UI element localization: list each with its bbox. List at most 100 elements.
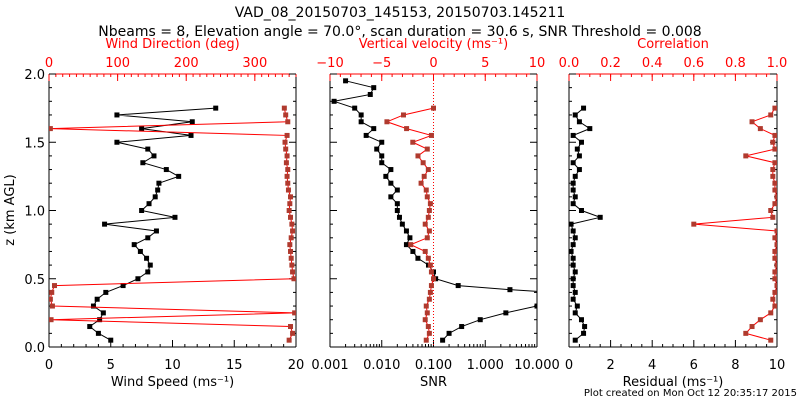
residual-point [581, 105, 587, 111]
correlation-point [772, 132, 777, 138]
x2-tick-label: 0.0 [559, 56, 580, 71]
correlation-point [749, 324, 755, 330]
residual-point [570, 283, 576, 289]
vertical-velocity-point [427, 289, 433, 295]
wind-direction-point [49, 303, 55, 309]
snr-point [550, 299, 555, 304]
wind-speed-point [97, 317, 103, 323]
wind-direction-point [289, 262, 295, 268]
correlation-line [693, 107, 777, 341]
vertical-velocity-point [426, 228, 432, 234]
snr-point [396, 214, 402, 220]
vertical-velocity-point [426, 330, 432, 336]
snr-point [388, 180, 394, 186]
vertical-velocity-point [426, 208, 432, 213]
wind-direction-point [283, 160, 289, 166]
x-tick-label: 20 [288, 358, 305, 373]
vertical-velocity-point [422, 248, 428, 254]
vertical-velocity-point [425, 214, 431, 220]
residual-point [572, 235, 578, 241]
residual-point [570, 201, 576, 207]
x2-tick-label: −10 [316, 56, 343, 71]
snr-point [394, 208, 400, 213]
correlation-point [743, 330, 749, 336]
residual-point [597, 214, 603, 220]
x2-tick-label: 0.4 [642, 56, 663, 71]
vertical-velocity-point [423, 187, 429, 193]
correlation-point [772, 105, 777, 111]
correlation-point [768, 208, 774, 213]
residual-point [576, 119, 582, 125]
snr-point [507, 287, 513, 293]
wind-direction-point [288, 235, 294, 241]
snr-point [459, 324, 465, 330]
x2-tick-label: 100 [105, 56, 130, 71]
x-tick-label: 10 [769, 358, 786, 373]
x-tick-label: 5 [107, 358, 115, 373]
wind-direction-point [288, 194, 294, 200]
snr-point [371, 85, 377, 91]
correlation-point [749, 119, 755, 125]
correlation-point [772, 303, 777, 309]
plot-created-footer: Plot created on Mon Oct 12 20:35:17 2015 [584, 388, 797, 399]
snr-point [394, 187, 400, 193]
x2-tick-label: 0.8 [725, 56, 746, 71]
vertical-velocity-point [422, 317, 428, 323]
wind-speed-point [152, 194, 158, 200]
residual-point [582, 324, 588, 330]
vertical-velocity-point [404, 126, 410, 132]
wind-speed-point [137, 248, 143, 254]
vertical-velocity-point [415, 153, 421, 159]
x-tick-label: 1.000 [467, 358, 504, 373]
correlation-point [772, 276, 777, 282]
residual-point [572, 289, 578, 295]
wind-speed-point [103, 289, 109, 295]
correlation-point [774, 228, 777, 234]
correlation-point [772, 255, 777, 261]
wind-direction-point [282, 139, 288, 145]
wind-direction-point [281, 105, 287, 111]
residual-point [578, 139, 584, 145]
wind-direction-point [283, 146, 289, 152]
residual-point [572, 337, 578, 343]
residual-point [570, 255, 576, 261]
vertical-velocity-point [400, 112, 406, 118]
wind-speed-point [213, 105, 219, 111]
correlation-point [770, 139, 776, 145]
vertical-velocity-point [424, 310, 430, 316]
wind-direction-point [284, 173, 290, 179]
wind-speed-point [145, 235, 151, 241]
wind-direction-point [49, 317, 54, 323]
vertical-velocity-point [428, 283, 434, 289]
vertical-velocity-point [420, 160, 426, 166]
correlation-point [691, 221, 697, 227]
snr-point [407, 235, 413, 241]
vertical-velocity-point [423, 303, 429, 309]
y-tick-label: 2.0 [24, 68, 45, 83]
vertical-velocity-point [427, 201, 433, 207]
residual-point [581, 330, 587, 336]
snr-point [394, 201, 400, 207]
wind-direction-point [285, 180, 291, 186]
x-tick-label: 6 [690, 358, 698, 373]
wind-speed-point [189, 119, 195, 125]
x-tick-label: 0.100 [415, 358, 452, 373]
wind-speed-point [156, 180, 162, 186]
wind-direction-point [286, 208, 292, 213]
correlation-point [743, 153, 749, 159]
vertical-velocity-point [425, 167, 431, 173]
wind-speed-point [188, 132, 194, 138]
x2-tick-label: 300 [242, 56, 267, 71]
x2-tick-label: 1.0 [767, 56, 788, 71]
correlation-point [757, 317, 763, 323]
snr-point [403, 242, 409, 248]
x2-tick-label: 5 [481, 56, 489, 71]
vertical-velocity-point [410, 139, 416, 145]
x-tick-label: 0 [45, 358, 53, 373]
snr-point [352, 105, 358, 111]
wind-speed-point [114, 112, 120, 118]
residual-point [569, 221, 574, 227]
wind-speed-point [139, 126, 145, 132]
vertical-velocity-point [424, 194, 430, 200]
